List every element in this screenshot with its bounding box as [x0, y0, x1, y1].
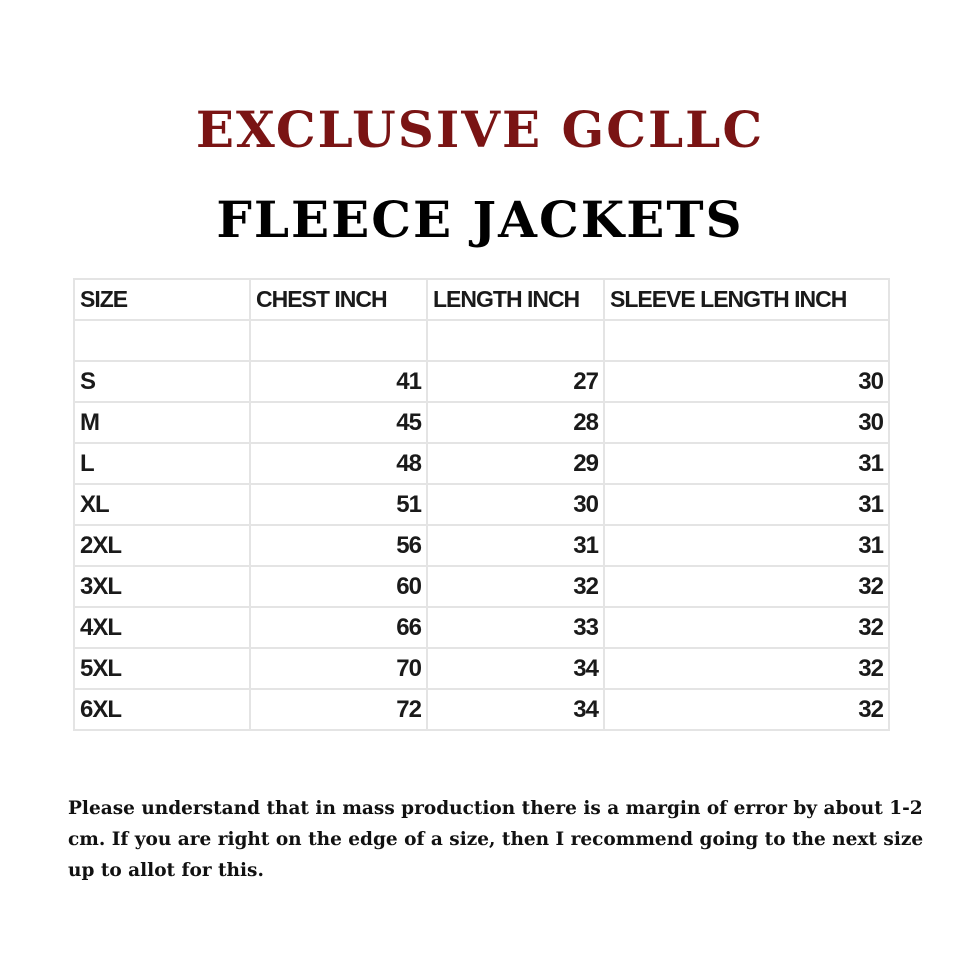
length-cell: 27: [426, 360, 605, 403]
size-cell: 5XL: [73, 647, 251, 690]
size-cell: 2XL: [73, 524, 251, 567]
length-cell: 34: [426, 647, 605, 690]
length-cell: 28: [426, 401, 605, 444]
table-row: 4XL 66 33 32: [73, 606, 890, 649]
chest-cell: 48: [249, 442, 428, 485]
table-row: M 45 28 30: [73, 401, 890, 444]
sleeve-cell: 31: [603, 442, 890, 485]
brand-title: EXCLUSIVE GCLLC: [195, 100, 765, 159]
header-sleeve: SLEEVE LENGTH INCH: [603, 278, 890, 321]
sleeve-cell: 30: [603, 401, 890, 444]
product-title: FLEECE JACKETS: [216, 190, 744, 249]
length-cell: 31: [426, 524, 605, 567]
table-row: XL 51 30 31: [73, 483, 890, 526]
size-cell: 4XL: [73, 606, 251, 649]
empty-cell: [603, 319, 890, 362]
empty-cell: [426, 319, 605, 362]
size-cell: S: [73, 360, 251, 403]
length-cell: 33: [426, 606, 605, 649]
chest-cell: 60: [249, 565, 428, 608]
chest-cell: 66: [249, 606, 428, 649]
size-cell: M: [73, 401, 251, 444]
size-chart-table: SIZE CHEST INCH LENGTH INCH SLEEVE LENGT…: [73, 278, 890, 731]
sleeve-cell: 32: [603, 606, 890, 649]
table-row: S 41 27 30: [73, 360, 890, 403]
sleeve-cell: 32: [603, 565, 890, 608]
chest-cell: 41: [249, 360, 428, 403]
table-header-row: SIZE CHEST INCH LENGTH INCH SLEEVE LENGT…: [73, 278, 890, 321]
empty-row: [73, 319, 890, 362]
header-chest: CHEST INCH: [249, 278, 428, 321]
sleeve-cell: 30: [603, 360, 890, 403]
header-size: SIZE: [73, 278, 251, 321]
disclaimer-note: Please understand that in mass productio…: [68, 798, 924, 881]
table-row: 6XL 72 34 32: [73, 688, 890, 731]
sleeve-cell: 32: [603, 647, 890, 690]
empty-cell: [249, 319, 428, 362]
table-row: 2XL 56 31 31: [73, 524, 890, 567]
length-cell: 30: [426, 483, 605, 526]
size-cell: 3XL: [73, 565, 251, 608]
table-row: 3XL 60 32 32: [73, 565, 890, 608]
size-cell: 6XL: [73, 688, 251, 731]
table-row: L 48 29 31: [73, 442, 890, 485]
length-cell: 29: [426, 442, 605, 485]
header-length: LENGTH INCH: [426, 278, 605, 321]
sleeve-cell: 31: [603, 524, 890, 567]
table-row: 5XL 70 34 32: [73, 647, 890, 690]
chest-cell: 51: [249, 483, 428, 526]
size-cell: L: [73, 442, 251, 485]
length-cell: 32: [426, 565, 605, 608]
chest-cell: 70: [249, 647, 428, 690]
size-cell: XL: [73, 483, 251, 526]
length-cell: 34: [426, 688, 605, 731]
chest-cell: 72: [249, 688, 428, 731]
sleeve-cell: 31: [603, 483, 890, 526]
empty-cell: [73, 319, 251, 362]
chest-cell: 45: [249, 401, 428, 444]
sleeve-cell: 32: [603, 688, 890, 731]
chest-cell: 56: [249, 524, 428, 567]
